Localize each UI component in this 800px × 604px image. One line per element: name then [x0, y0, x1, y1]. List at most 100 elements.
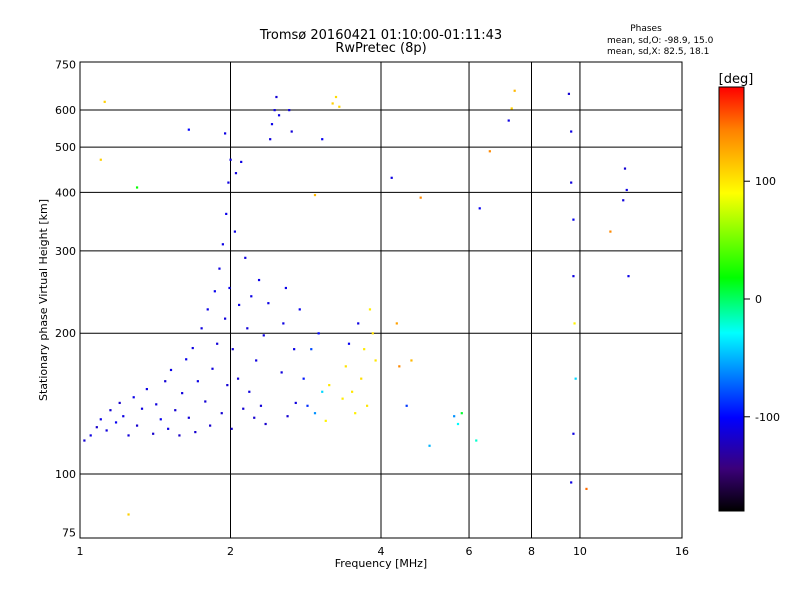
- data-point: [306, 404, 309, 407]
- data-point: [238, 303, 241, 307]
- data-point: [570, 181, 573, 184]
- data-point: [262, 334, 265, 337]
- data-point: [294, 401, 297, 405]
- data-point: [507, 119, 510, 122]
- colorbar-tick-label: 0: [755, 293, 762, 306]
- data-point: [405, 404, 408, 407]
- data-point: [224, 132, 227, 135]
- data-point: [354, 412, 357, 415]
- data-point: [317, 332, 320, 335]
- data-point: [456, 422, 460, 426]
- data-point: [209, 424, 212, 427]
- x-tick-label: 16: [675, 545, 689, 558]
- data-point: [341, 397, 344, 400]
- data-point: [140, 407, 144, 410]
- x-axis-ticks: 1 2 4 6 8 10 16: [77, 545, 690, 558]
- data-point: [286, 415, 289, 418]
- data-point: [167, 427, 170, 430]
- data-point: [347, 342, 351, 345]
- data-point: [159, 418, 162, 421]
- data-point: [204, 400, 207, 403]
- colorbar-tick-label: -100: [755, 411, 780, 424]
- data-point: [275, 95, 278, 99]
- data-point: [109, 409, 112, 412]
- data-point: [255, 359, 258, 362]
- colorbar-tick-label: 100: [755, 175, 776, 188]
- data-point: [428, 444, 431, 447]
- data-point: [290, 130, 293, 133]
- data-point: [152, 432, 155, 435]
- x-tick-label: 4: [378, 545, 385, 558]
- data-point: [334, 95, 338, 99]
- data-point: [135, 186, 139, 189]
- data-point: [127, 434, 130, 437]
- data-point: [206, 308, 209, 311]
- data-point: [390, 176, 393, 179]
- data-points: [83, 89, 630, 516]
- data-point: [250, 295, 253, 298]
- stats-x-mode: mean, sd,X: 82.5, 18.1: [607, 47, 709, 57]
- y-tick-label: 600: [55, 104, 76, 117]
- data-point: [221, 243, 224, 246]
- data-point: [220, 412, 223, 415]
- data-point: [338, 105, 341, 108]
- data-point: [572, 218, 575, 221]
- colorbar: [deg] 100 0 -100: [718, 72, 780, 512]
- data-point: [132, 396, 135, 399]
- colorbar-gradient: [719, 87, 744, 511]
- data-point: [460, 412, 463, 415]
- data-point: [293, 348, 296, 351]
- data-point: [231, 348, 234, 351]
- y-axis-label: Stationary phase Virtual Height [km]: [37, 199, 50, 401]
- data-point: [89, 434, 92, 437]
- data-point: [218, 267, 221, 270]
- data-point: [570, 130, 573, 133]
- data-point: [328, 384, 331, 387]
- data-point: [302, 377, 305, 380]
- data-point: [83, 439, 86, 442]
- y-axis-ticks: 75 100 200 300 400 500 600 750: [55, 59, 76, 540]
- data-point: [230, 427, 233, 430]
- data-point: [169, 368, 173, 372]
- x-tick-label: 6: [466, 545, 473, 558]
- data-point: [224, 317, 227, 320]
- data-point: [246, 327, 249, 330]
- data-point: [280, 371, 283, 374]
- data-point: [253, 416, 256, 419]
- data-point: [453, 415, 456, 418]
- phases-header: Phases: [630, 24, 662, 34]
- data-point: [324, 419, 327, 422]
- y-tick-label: 200: [55, 327, 76, 340]
- data-point: [187, 416, 190, 419]
- data-point: [259, 404, 263, 407]
- data-point: [298, 308, 301, 311]
- data-point: [574, 377, 577, 380]
- data-point: [233, 230, 236, 233]
- data-point: [572, 275, 575, 278]
- y-tick-label: 750: [55, 59, 76, 72]
- data-point: [313, 193, 317, 197]
- data-point: [95, 426, 98, 429]
- data-point: [277, 114, 281, 117]
- data-point: [625, 188, 628, 192]
- data-point: [351, 390, 354, 393]
- data-point: [510, 107, 513, 110]
- data-point: [270, 123, 274, 126]
- data-point: [236, 377, 240, 380]
- data-point: [410, 359, 413, 362]
- chart-subtitle: RwPretec (8p): [335, 41, 426, 56]
- colorbar-label: [deg]: [719, 72, 754, 87]
- data-point: [228, 286, 231, 290]
- data-point: [264, 422, 267, 426]
- data-point: [513, 89, 516, 92]
- chart-title: Tromsø 20160421 01:10:00-01:11:43: [259, 28, 502, 43]
- y-tick-label: 100: [55, 468, 76, 481]
- data-point: [321, 390, 324, 393]
- data-point: [105, 429, 108, 432]
- data-point: [211, 367, 214, 370]
- data-point: [227, 181, 230, 184]
- x-tick-label: 1: [77, 545, 84, 558]
- data-point: [609, 230, 612, 233]
- data-point: [99, 158, 102, 161]
- data-point: [374, 359, 377, 362]
